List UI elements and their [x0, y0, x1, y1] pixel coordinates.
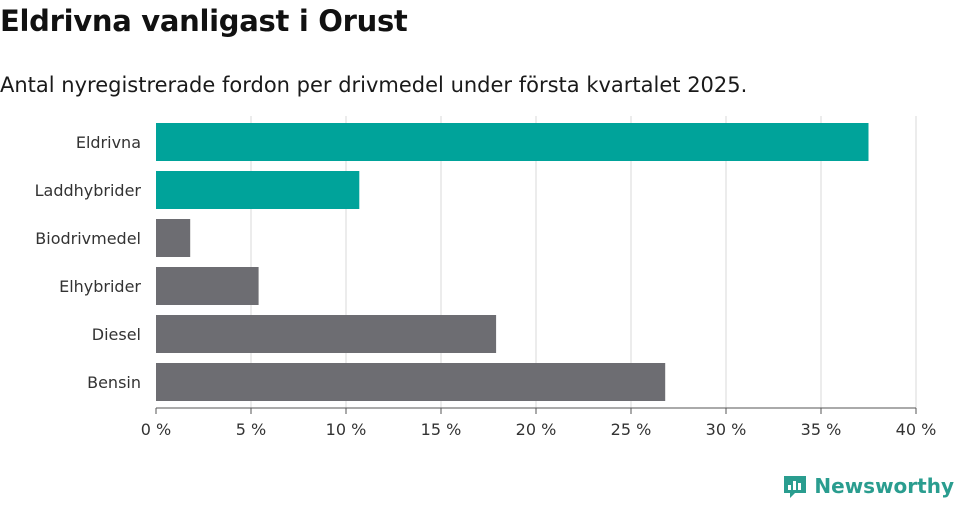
gridlines — [250, 116, 917, 408]
x-tick-label: 20 % — [516, 420, 557, 439]
x-tick-label: 35 % — [801, 420, 842, 439]
category-label: Diesel — [92, 325, 141, 344]
x-tick-label: 5 % — [236, 420, 266, 439]
chart-subtitle: Antal nyregistrerade fordon per drivmede… — [0, 73, 748, 97]
brand-name: Newsworthy — [814, 474, 954, 498]
x-axis: 0 % 5 % 10 % 15 % 20 % 25 % 30 % 35 % 40 % — [141, 407, 937, 439]
bar-chart: Eldrivna Laddhybrider Biodrivmedel Elhybrid… — [35, 116, 937, 439]
bar-eldrivna — [156, 123, 869, 161]
bar-bensin — [156, 363, 666, 401]
bar-laddhybrider — [156, 171, 360, 209]
x-tick-label: 40 % — [896, 420, 937, 439]
x-tick-label: 30 % — [706, 420, 747, 439]
category-label: Elhybrider — [59, 277, 141, 296]
bar-biodrivmedel — [156, 219, 191, 257]
bars — [156, 123, 869, 401]
bar-elhybrider — [156, 267, 259, 305]
x-tick-label: 25 % — [611, 420, 652, 439]
category-labels: Eldrivna Laddhybrider Biodrivmedel Elhybrid… — [35, 133, 142, 392]
x-tick-label: 0 % — [141, 420, 171, 439]
category-label: Bensin — [87, 373, 141, 392]
newsworthy-logo-icon — [784, 476, 807, 498]
x-tick-label: 10 % — [326, 420, 367, 439]
x-tick-label: 15 % — [421, 420, 462, 439]
newsworthy-logo: Newsworthy — [782, 473, 954, 499]
chart-title: Eldrivna vanligast i Orust — [0, 4, 408, 38]
category-label: Laddhybrider — [35, 181, 142, 200]
category-label: Eldrivna — [76, 133, 141, 152]
category-label: Biodrivmedel — [35, 229, 141, 248]
bar-diesel — [156, 315, 497, 353]
